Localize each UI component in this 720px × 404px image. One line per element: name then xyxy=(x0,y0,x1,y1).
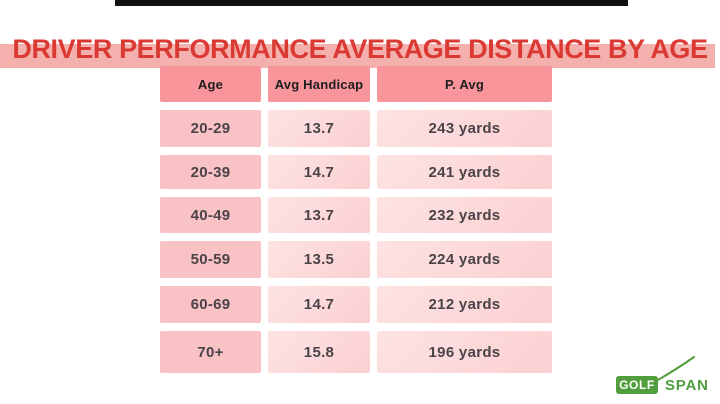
golfspan-logo-golf-text: GOLF xyxy=(616,376,658,394)
top-black-bar xyxy=(115,0,628,6)
table-cell-handicap: 13.7 xyxy=(268,110,370,147)
column-header-age: Age xyxy=(160,66,261,102)
table-cell-age: 50-59 xyxy=(160,241,261,278)
table-cell-age: 60-69 xyxy=(160,286,261,323)
table-cell-distance: 212 yards xyxy=(377,286,552,323)
driver-performance-table: Age Avg Handicap P. Avg 20-29 13.7 243 y… xyxy=(160,66,552,373)
page-title: DRIVER PERFORMANCE AVERAGE DISTANCE BY A… xyxy=(0,34,715,69)
table-cell-age: 40-49 xyxy=(160,197,261,233)
table-cell-distance: 243 yards xyxy=(377,110,552,147)
golfspan-logo: GOLF SPAN xyxy=(614,356,716,398)
column-header-p-avg: P. Avg xyxy=(377,66,552,102)
table-cell-age: 20-39 xyxy=(160,155,261,189)
table-cell-age: 70+ xyxy=(160,331,261,373)
golf-swing-swoosh-icon xyxy=(657,356,695,381)
table-cell-handicap: 13.7 xyxy=(268,197,370,233)
column-header-avg-handicap: Avg Handicap xyxy=(268,66,370,102)
golfspan-logo-span-text: SPAN xyxy=(665,376,709,394)
table-cell-distance: 241 yards xyxy=(377,155,552,189)
table-cell-handicap: 13.5 xyxy=(268,241,370,278)
table-cell-handicap: 15.8 xyxy=(268,331,370,373)
table-cell-handicap: 14.7 xyxy=(268,286,370,323)
table-cell-distance: 232 yards xyxy=(377,197,552,233)
table-cell-distance: 224 yards xyxy=(377,241,552,278)
table-cell-age: 20-29 xyxy=(160,110,261,147)
table-cell-handicap: 14.7 xyxy=(268,155,370,189)
title-area: DRIVER PERFORMANCE AVERAGE DISTANCE BY A… xyxy=(0,16,720,83)
table-cell-distance: 196 yards xyxy=(377,331,552,373)
